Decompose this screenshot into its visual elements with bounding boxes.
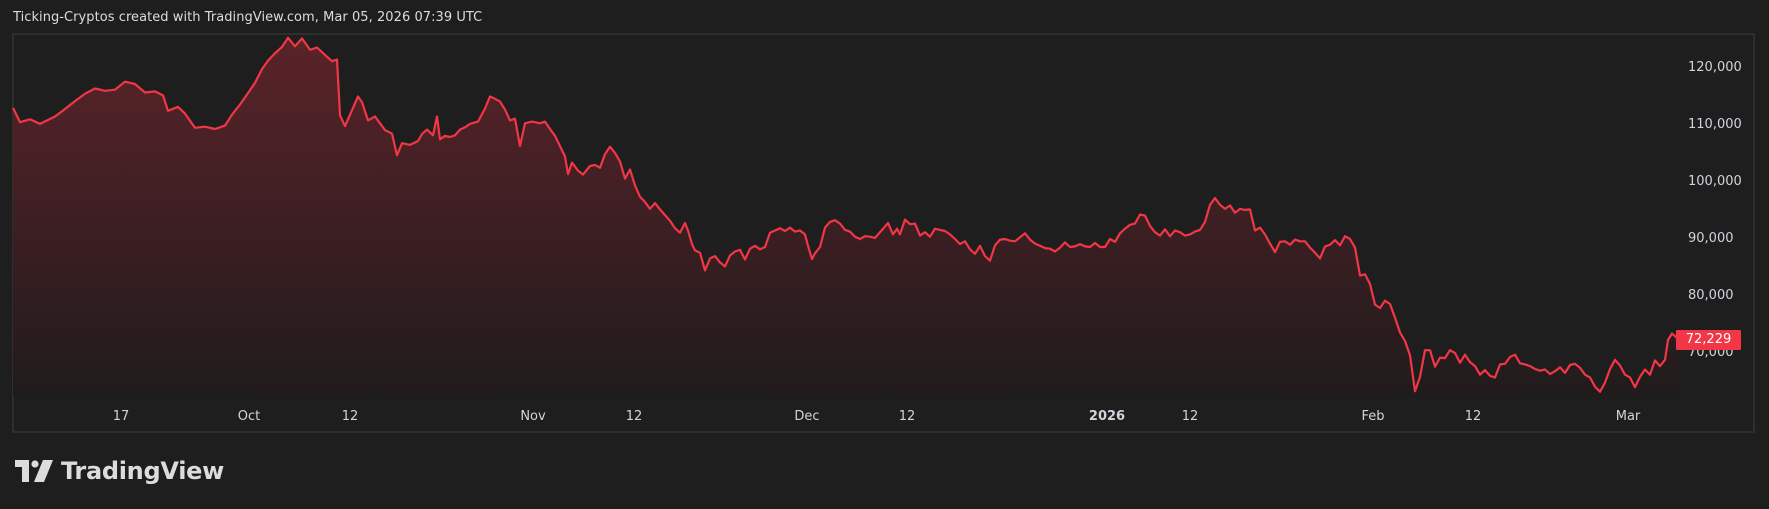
time-axis-label: 12 — [1464, 409, 1482, 424]
price-axis-label: 90,000 — [1688, 231, 1734, 246]
time-axis-label: Feb — [1361, 409, 1385, 424]
time-axis-label: 12 — [898, 409, 916, 424]
time-axis-label: 12 — [341, 409, 359, 424]
last-price-tag: 72,229 — [1676, 330, 1741, 350]
price-axis-label: 80,000 — [1688, 288, 1734, 303]
tradingview-logo: TradingView — [15, 457, 224, 485]
tradingview-logo-icon — [15, 460, 53, 482]
tradingview-logo-text: TradingView — [61, 457, 224, 485]
time-axis-label: Mar — [1615, 409, 1641, 424]
time-axis-label: Nov — [520, 409, 546, 424]
time-axis-label: 12 — [1181, 409, 1199, 424]
price-axis-label: 120,000 — [1688, 60, 1742, 75]
time-axis-label: 12 — [625, 409, 643, 424]
price-axis-label: 100,000 — [1688, 174, 1742, 189]
time-axis-label: 2026 — [1088, 409, 1126, 424]
price-line — [12, 36, 1679, 393]
chart-caption: Ticking-Cryptos created with TradingView… — [13, 10, 483, 25]
time-axis-label: Dec — [794, 409, 820, 424]
time-axis-label: Oct — [237, 409, 261, 424]
price-axis-label: 110,000 — [1688, 117, 1742, 132]
price-area-fill — [13, 37, 1678, 398]
time-axis-label: 17 — [112, 409, 130, 424]
